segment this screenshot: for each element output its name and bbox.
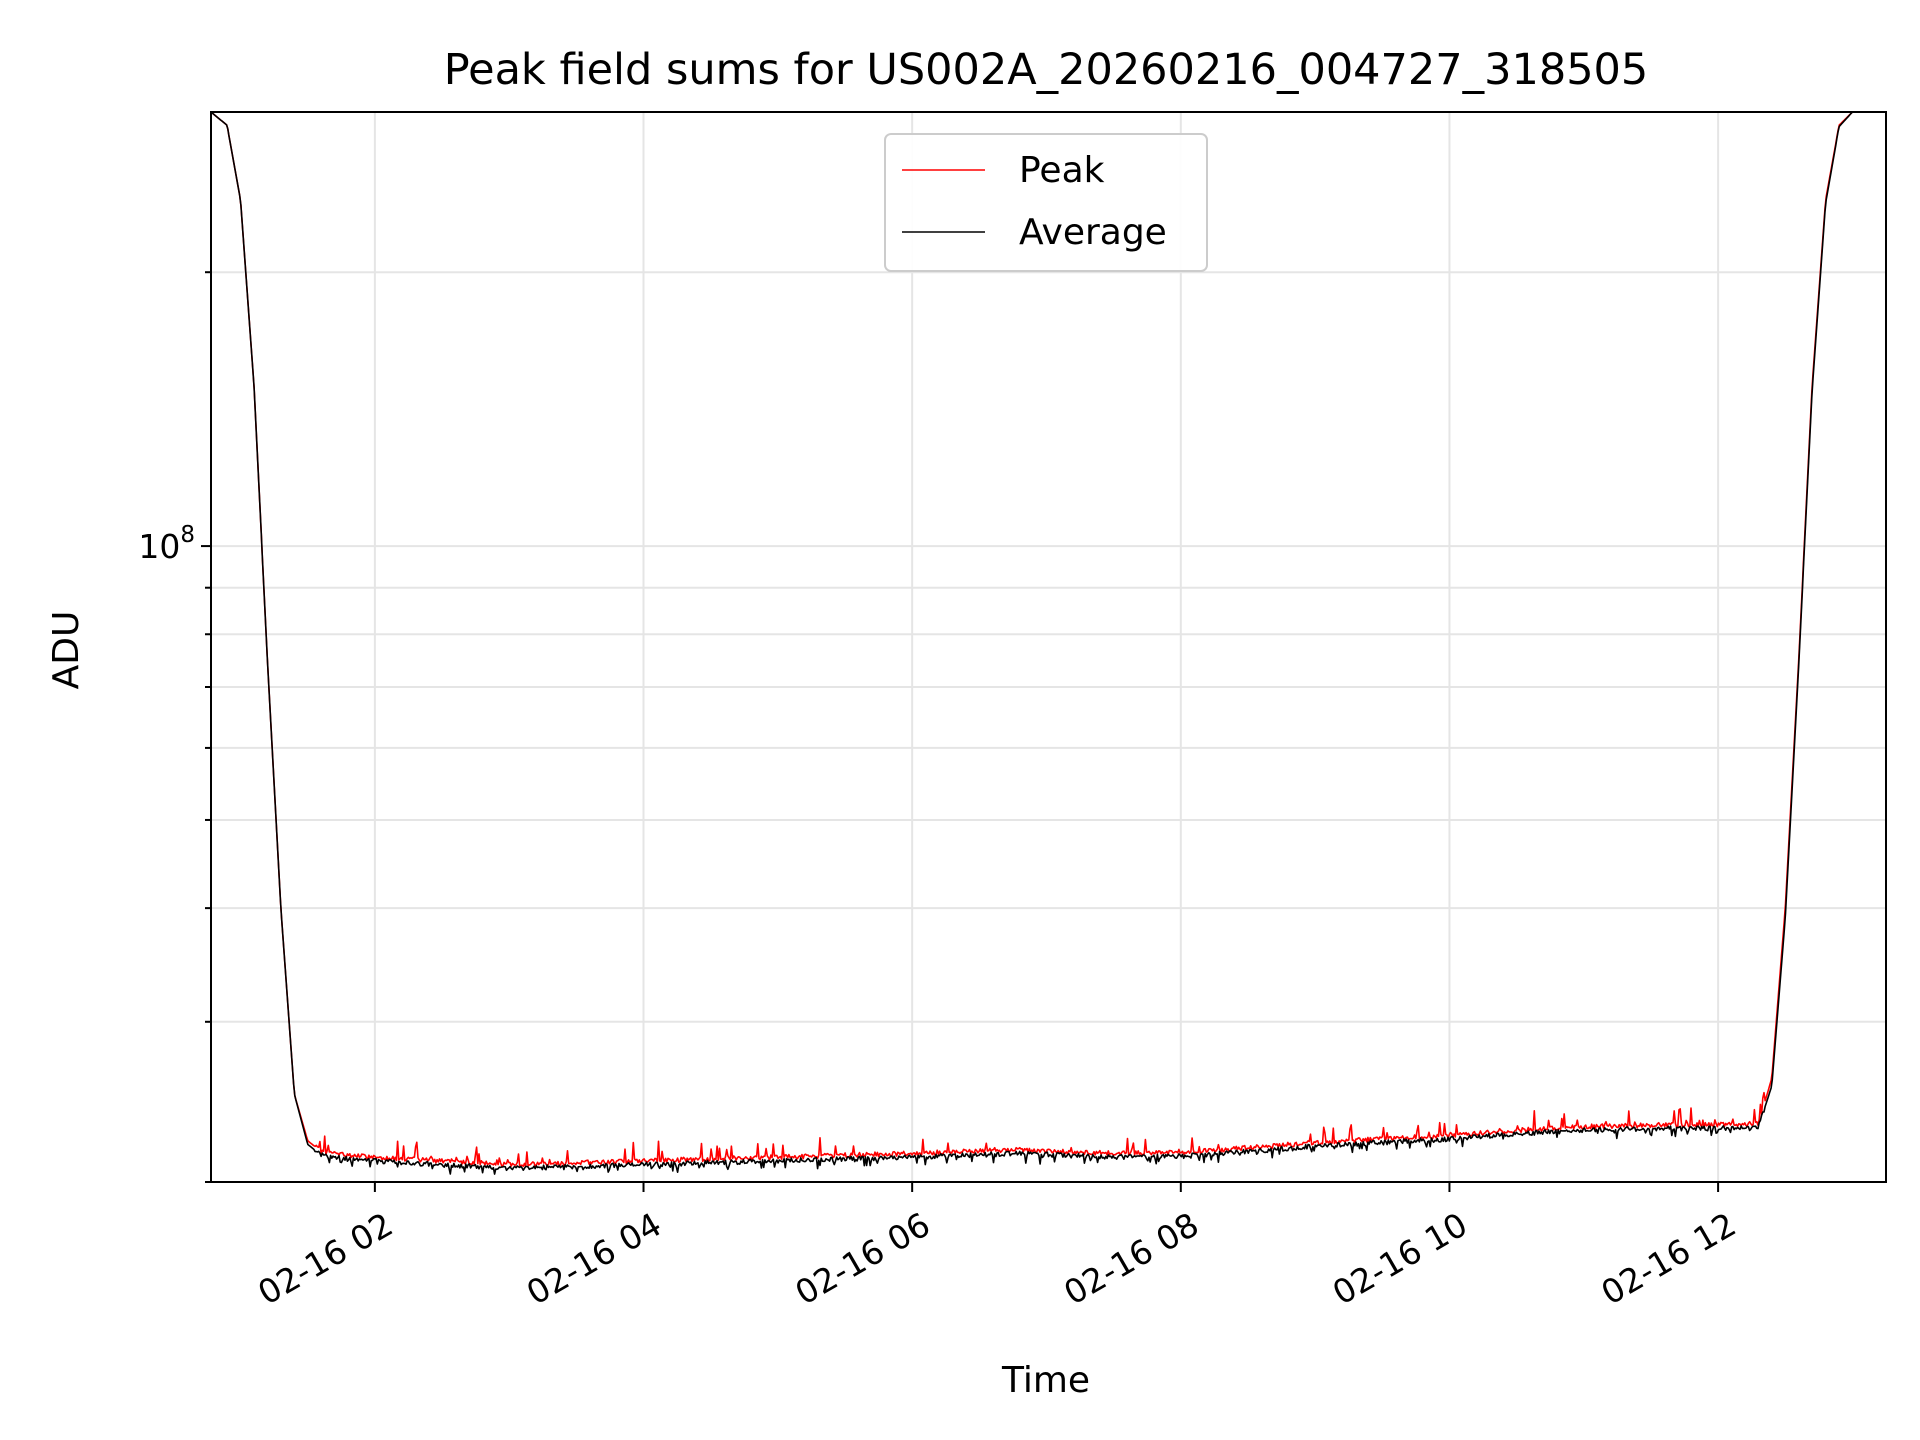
plot-frame	[210, 111, 1887, 1183]
x-axis-label: Time	[1001, 1360, 1090, 1401]
legend-box	[884, 133, 1208, 272]
plot-lines	[211, 112, 1886, 1175]
grid	[211, 112, 1886, 1183]
legend-label-peak: Peak	[1019, 150, 1105, 191]
chart-title: Peak field sums for US002A_20260216_0047…	[444, 45, 1649, 95]
line-series-average	[211, 112, 1886, 1175]
legend-label-average: Average	[1019, 212, 1167, 253]
y-tick-label: 108	[138, 522, 195, 566]
line-series-peak	[211, 112, 1886, 1168]
y-axis-label: ADU	[46, 611, 87, 690]
legend: Peak Average	[884, 133, 1208, 272]
